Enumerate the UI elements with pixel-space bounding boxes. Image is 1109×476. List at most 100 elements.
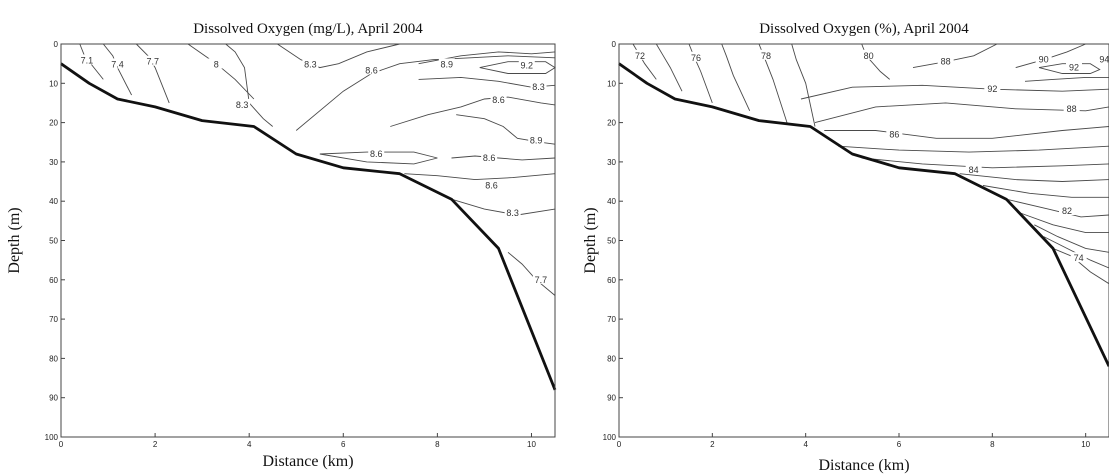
contour-line-90 — [1015, 43, 1086, 69]
y-tick-label: 30 — [607, 158, 616, 167]
x-tick-label: 8 — [435, 440, 440, 449]
contour-line-8 — [187, 43, 255, 100]
contour-line-76 — [688, 43, 713, 104]
contour-label-background — [490, 94, 507, 105]
y-tick-label: 70 — [49, 315, 58, 324]
contour-label-background — [1066, 61, 1082, 72]
contour-label-background — [1059, 205, 1075, 216]
contour-line-86 — [814, 102, 1109, 124]
contour-label-background — [528, 134, 545, 145]
contour-line-72 — [632, 43, 657, 80]
contour-line-84 — [861, 43, 890, 80]
contour-label-background — [532, 273, 549, 284]
contour-label-background — [481, 151, 498, 162]
contour-line-6-5 — [507, 251, 556, 296]
contour-label-background — [109, 58, 126, 69]
y-tick-label: 70 — [607, 315, 616, 324]
x-tick-label: 10 — [1081, 440, 1090, 449]
contour-line-8-6 — [295, 55, 556, 131]
chart-title: Dissolved Oxygen (%), April 2004 — [759, 21, 969, 37]
contour-line-83 — [838, 145, 1109, 153]
y-tick-label: 60 — [607, 276, 616, 285]
contour-label: 8.3 — [304, 59, 317, 69]
contour-label: 8.3 — [506, 208, 519, 218]
contour-label-background — [363, 64, 380, 75]
contour-label: 78 — [761, 51, 771, 61]
contour-line-7-7 — [451, 198, 556, 216]
bottom-profile-line — [60, 62, 557, 391]
contour-label: 8 — [214, 59, 219, 69]
contour-line-8-3 — [277, 43, 400, 69]
bottom-profile-line — [618, 62, 1109, 367]
contour-label-background — [1070, 252, 1087, 263]
contour-line-88 — [912, 43, 998, 69]
y-tick-label: 50 — [607, 237, 616, 246]
contour-label: 86 — [889, 129, 899, 139]
y-axis-label: Depth (m) — [6, 207, 23, 273]
bottom-profile-group — [60, 62, 557, 391]
contour-line-94 — [1038, 63, 1101, 74]
contour-label-background — [78, 54, 95, 65]
y-tick-label: 90 — [607, 394, 616, 403]
contour-label-background — [886, 128, 903, 139]
contour-label-background — [208, 58, 225, 69]
y-tick-label: 40 — [49, 197, 58, 206]
contour-label: 8.6 — [492, 95, 505, 105]
x-tick-label: 2 — [153, 440, 158, 449]
y-tick-label: 0 — [612, 40, 617, 49]
contour-lines — [632, 43, 1109, 285]
contour-label-background — [860, 49, 877, 60]
contour-label-background — [483, 179, 500, 190]
contour-label: 8.6 — [483, 153, 496, 163]
x-tick-label: 0 — [617, 440, 622, 449]
contour-labels: 7.1 7.4 7.7 8 8.3 8.3 8.6 8.9 9.2 8.3 8.6 8.9 8.6 8.6… — [78, 54, 549, 285]
contour-label-background — [302, 58, 319, 69]
x-tick-label: 8 — [990, 440, 995, 449]
x-tick-label: 4 — [803, 440, 808, 449]
contour-line-58 — [1052, 247, 1109, 285]
contour-label-background — [144, 55, 161, 66]
bottom-profile-group — [618, 62, 1109, 367]
contour-line-9-2 — [479, 61, 556, 74]
contour-label-background — [984, 83, 1001, 94]
y-tick-label: 100 — [45, 433, 59, 442]
contour-label: 90 — [1039, 55, 1049, 65]
contour-line-82 — [791, 43, 816, 127]
contour-line-8-9 — [418, 51, 556, 65]
y-tick-label: 40 — [607, 197, 616, 206]
contour-label-background — [758, 49, 774, 60]
y-tick-label: 20 — [607, 119, 616, 128]
y-tick-label: 30 — [49, 158, 58, 167]
contour-label-background — [1096, 53, 1109, 64]
contour-label-background — [530, 81, 547, 92]
contour-label-background — [632, 49, 648, 60]
chart-title: Dissolved Oxygen (mg/L), April 2004 — [193, 21, 423, 37]
contour-line-74 — [655, 43, 683, 92]
contour-line-78 — [721, 43, 751, 111]
contour-line-8-3 — [404, 173, 556, 181]
panel-dissolved-oxygen-percent: Dissolved Oxygen (%), April 2004 Depth (… — [582, 21, 1109, 474]
contour-line-8-6 — [451, 155, 556, 161]
contour-label: 7.4 — [111, 59, 124, 69]
y-tick-label: 90 — [49, 394, 58, 403]
x-tick-label: 2 — [710, 440, 715, 449]
contour-label: 8.3 — [236, 100, 249, 110]
contour-label: 9.2 — [521, 61, 534, 71]
y-tick-label: 10 — [49, 79, 58, 88]
contour-line-78 — [982, 185, 1109, 198]
y-tick-label: 50 — [49, 237, 58, 246]
x-tick-label: 10 — [527, 440, 536, 449]
contour-label-background — [1035, 53, 1052, 64]
contour-labels: 72 76 78 80 88 90 92 94 92 88 86 84 82 74 — [632, 49, 1109, 263]
contour-label: 80 — [864, 51, 874, 61]
contour-label: 82 — [1062, 206, 1072, 216]
contour-line-66 — [1034, 224, 1109, 253]
x-axis-label: Distance (km) — [262, 453, 353, 470]
y-tick-label: 60 — [49, 276, 58, 285]
contour-label: 8.6 — [370, 149, 383, 159]
contour-line-80 — [959, 173, 1109, 182]
contour-label: 8.3 — [532, 82, 545, 92]
contour-line-70 — [1020, 212, 1109, 234]
